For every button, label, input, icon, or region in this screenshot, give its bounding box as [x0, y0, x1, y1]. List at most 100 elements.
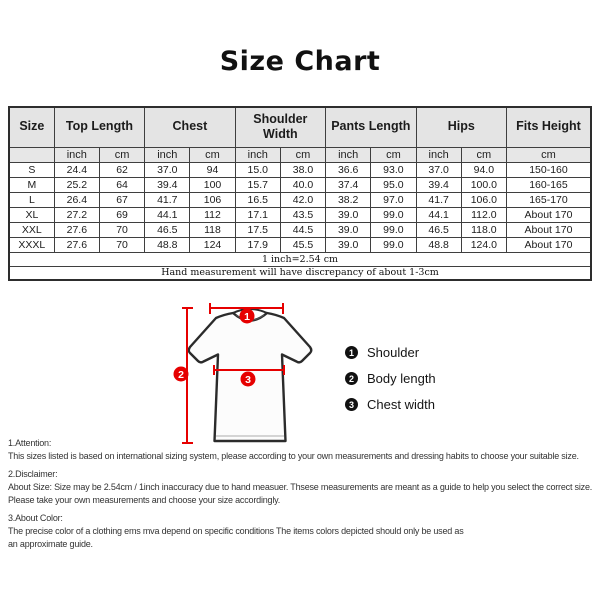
note-disclaimer: 2.Disclaimer: About Size: Size may be 2.… — [8, 468, 596, 507]
tshirt-measurement-diagram: 1 2 3 — [173, 303, 313, 444]
value-cell: 118.0 — [460, 221, 507, 238]
value-cell: 62 — [98, 161, 146, 178]
value-cell: 99.0 — [370, 221, 417, 238]
unit-cell: inch — [234, 146, 281, 163]
value-cell: 41.7 — [144, 191, 191, 208]
notes-block: 1.Attention: This sizes listed is based … — [8, 437, 596, 556]
marker-2-number: 2 — [178, 369, 184, 381]
value-cell: 112.0 — [460, 206, 507, 223]
table-footnote-row: 1 inch=2.54 cm — [8, 251, 592, 267]
value-cell: 46.5 — [415, 221, 462, 238]
value-cell: 70 — [98, 221, 146, 238]
table-row-xxxl: XXXL 27.6 70 48.8 124 17.9 45.5 39.0 99.… — [8, 236, 592, 253]
value-cell: 26.4 — [53, 191, 100, 208]
value-cell: 17.5 — [234, 221, 281, 238]
circled-3-icon: 3 — [345, 398, 358, 411]
value-cell: 69 — [98, 206, 146, 223]
legend-item-shoulder: 1 Shoulder — [345, 345, 436, 360]
table-row-xl: XL 27.2 69 44.1 112 17.1 43.5 39.0 99.0 … — [8, 206, 592, 223]
value-cell: 15.7 — [234, 176, 281, 193]
page-title: Size Chart — [219, 46, 381, 77]
value-cell: 27.6 — [53, 236, 100, 253]
col-header-top-length: Top Length — [53, 106, 146, 148]
unit-cell: inch — [53, 146, 100, 163]
value-cell: 45.5 — [279, 236, 327, 253]
value-cell: 93.0 — [370, 161, 417, 178]
value-cell: 124 — [189, 236, 236, 253]
value-cell: 118 — [189, 221, 236, 238]
marker-3-circle — [240, 371, 256, 387]
value-cell: 39.4 — [415, 176, 462, 193]
value-cell: 37.4 — [325, 176, 372, 193]
value-cell: 44.1 — [415, 206, 462, 223]
table-footnote-row: Hand measurement will have discrepancy o… — [8, 265, 592, 281]
value-cell: 124.0 — [460, 236, 507, 253]
circled-1-icon: 1 — [345, 346, 358, 359]
value-cell: 94 — [189, 161, 236, 178]
value-cell: 43.5 — [279, 206, 327, 223]
value-cell: 39.0 — [325, 206, 372, 223]
marker-3-number: 3 — [245, 374, 251, 386]
value-cell: 38.0 — [279, 161, 327, 178]
note-attention: 1.Attention: This sizes listed is based … — [8, 437, 596, 463]
value-cell: 112 — [189, 206, 236, 223]
unit-cell: cm — [460, 146, 507, 163]
marker-2-circle — [173, 366, 189, 382]
unit-cell: cm — [505, 146, 592, 163]
size-cell: L — [8, 191, 55, 208]
unit-cell: cm — [370, 146, 417, 163]
value-cell: 37.0 — [144, 161, 191, 178]
value-cell: 36.6 — [325, 161, 372, 178]
value-cell: 70 — [98, 236, 146, 253]
marker-1-number: 1 — [244, 311, 250, 323]
table-row-m: M 25.2 64 39.4 100 15.7 40.0 37.4 95.0 3… — [8, 176, 592, 193]
size-cell: XXXL — [8, 236, 55, 253]
value-cell: 48.8 — [144, 236, 191, 253]
circled-2-icon: 2 — [345, 372, 358, 385]
value-cell: 16.5 — [234, 191, 281, 208]
legend-label: Chest width — [367, 397, 435, 412]
value-cell: 106.0 — [460, 191, 507, 208]
value-cell: 99.0 — [370, 236, 417, 253]
unit-cell: cm — [189, 146, 236, 163]
table-header-row: Size Top Length Chest Shoulder Width Pan… — [8, 106, 592, 148]
size-cell: S — [8, 161, 55, 178]
value-cell: 95.0 — [370, 176, 417, 193]
table-row-l: L 26.4 67 41.7 106 16.5 42.0 38.2 97.0 4… — [8, 191, 592, 208]
note-heading: 3.About Color: — [8, 513, 63, 523]
value-cell: 48.8 — [415, 236, 462, 253]
value-cell: 17.1 — [234, 206, 281, 223]
marker-1-circle — [239, 308, 255, 324]
value-cell: 27.6 — [53, 221, 100, 238]
note-line: Please take your own measurements and ch… — [8, 495, 281, 505]
note-line: This sizes listed is based on internatio… — [8, 451, 579, 461]
size-cell: XL — [8, 206, 55, 223]
unit-cell: inch — [415, 146, 462, 163]
note-line: The precise color of a clothing ems mva … — [8, 526, 464, 536]
value-cell: About 170 — [505, 206, 592, 223]
value-cell: 100 — [189, 176, 236, 193]
value-cell: 17.9 — [234, 236, 281, 253]
value-cell: About 170 — [505, 236, 592, 253]
value-cell: 37.0 — [415, 161, 462, 178]
legend-item-chest-width: 3 Chest width — [345, 397, 436, 412]
legend-label: Body length — [367, 371, 436, 386]
measurement-legend: 1 Shoulder 2 Body length 3 Chest width — [345, 345, 436, 423]
inch-conversion-note: 1 inch=2.54 cm — [8, 251, 592, 267]
unit-cell — [8, 146, 55, 163]
value-cell: About 170 — [505, 221, 592, 238]
value-cell: 106 — [189, 191, 236, 208]
value-cell: 67 — [98, 191, 146, 208]
value-cell: 44.1 — [144, 206, 191, 223]
unit-cell: inch — [144, 146, 191, 163]
note-heading: 1.Attention: — [8, 438, 52, 448]
value-cell: 100.0 — [460, 176, 507, 193]
value-cell: 165-170 — [505, 191, 592, 208]
value-cell: 39.0 — [325, 236, 372, 253]
table-row-xxl: XXL 27.6 70 46.5 118 17.5 44.5 39.0 99.0… — [8, 221, 592, 238]
col-header-fits-height: Fits Height — [505, 106, 592, 148]
table-row-s: S 24.4 62 37.0 94 15.0 38.0 36.6 93.0 37… — [8, 161, 592, 178]
value-cell: 38.2 — [325, 191, 372, 208]
col-header-size: Size — [8, 106, 55, 148]
legend-label: Shoulder — [367, 345, 420, 360]
